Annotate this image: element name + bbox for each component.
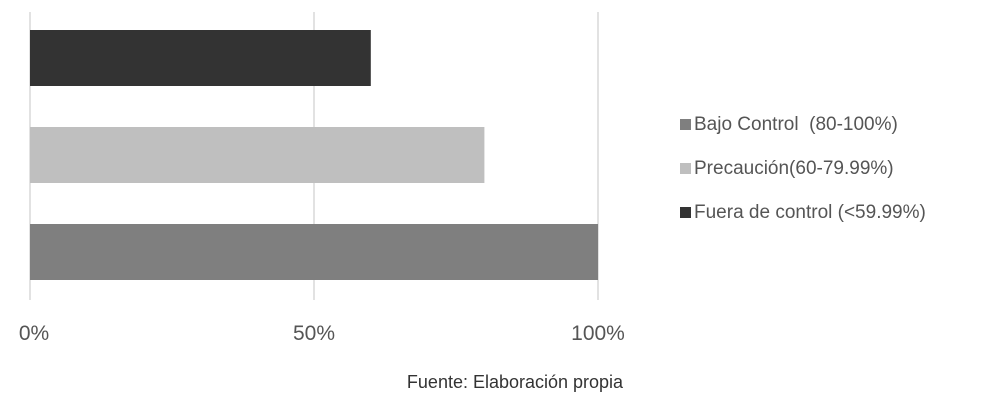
x-tick-label: 100% — [571, 322, 625, 345]
x-axis-ticks: 0% 50% 100% — [19, 322, 625, 345]
bar-3 — [30, 30, 371, 86]
legend-label: Precaución(60-79.99%) — [694, 158, 894, 179]
x-tick-label: 0% — [19, 322, 49, 345]
legend: Bajo Control (80-100%) Precaución(60-79.9… — [680, 114, 926, 223]
legend-swatch — [680, 163, 691, 174]
x-tick-label: 50% — [293, 322, 335, 345]
legend-swatch — [680, 119, 691, 130]
bar-2 — [30, 127, 485, 183]
legend-label: Bajo Control (80-100%) — [694, 114, 898, 135]
legend-swatch — [680, 207, 691, 218]
bar-1 — [30, 224, 598, 280]
bars — [30, 30, 598, 280]
source-note: Fuente: Elaboración propia — [407, 372, 624, 392]
legend-label: Fuera de control (<59.99%) — [694, 202, 926, 223]
